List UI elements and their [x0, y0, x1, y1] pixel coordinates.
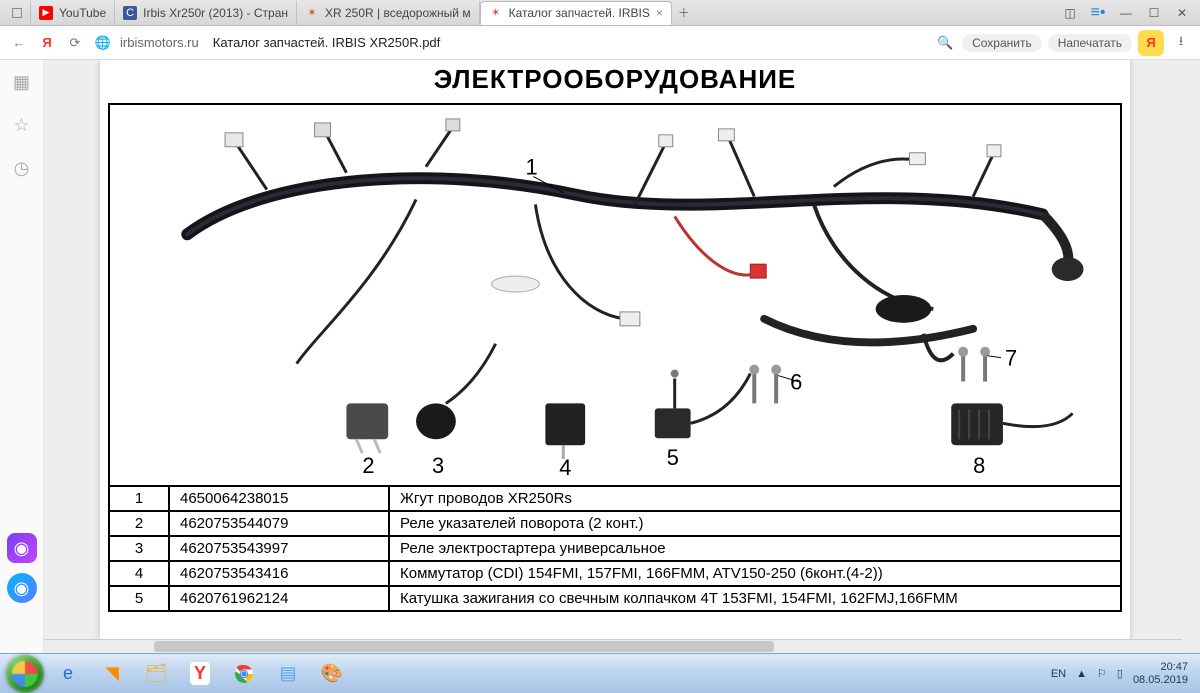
bookmark-icon[interactable]: ☆	[13, 115, 29, 136]
close-window-button[interactable]: ✕	[1168, 3, 1196, 23]
paw-icon: ✶	[489, 6, 503, 20]
clock-date: 08.05.2019	[1133, 674, 1188, 687]
site-icon: C	[123, 6, 137, 20]
browser-nav-bar: ← Я ⟳ 🌐 irbismotors.ru Каталог запчастей…	[0, 26, 1200, 60]
save-button[interactable]: Сохранить	[962, 34, 1042, 52]
table-row: 14650064238015Жгут проводов XR250Rs	[109, 486, 1121, 511]
part-code: 4620761962124	[169, 586, 389, 611]
close-icon[interactable]: ×	[656, 6, 663, 20]
explorer-icon[interactable]: 🗂	[136, 658, 176, 690]
paint-icon[interactable]: 🎨	[312, 658, 352, 690]
part-description: Реле электростартера универсальное	[389, 536, 1121, 561]
windows-taskbar: e ◥ 🗂 Y ▤ 🎨 EN ▲ ⚐ ▯ 20:47 08.05.2019	[0, 653, 1200, 693]
page-title: ЭЛЕКТРООБОРУДОВАНИЕ	[100, 60, 1130, 101]
table-row: 54620761962124Катушка зажигания со свечн…	[109, 586, 1121, 611]
svg-text:3: 3	[432, 453, 444, 478]
maximize-button[interactable]: ☐	[1140, 3, 1168, 23]
parts-table: 14650064238015Жгут проводов XR250Rs24620…	[108, 485, 1122, 612]
print-button[interactable]: Напечатать	[1048, 34, 1132, 52]
parts-diagram: 1 2 3 4 5 6 7 8	[108, 103, 1122, 485]
tab-xr250r[interactable]: ✶ XR 250R | вседорожный м	[297, 1, 480, 25]
back-button[interactable]: ←	[8, 32, 30, 54]
svg-text:4: 4	[559, 455, 571, 480]
part-number: 5	[109, 586, 169, 611]
address-path: Каталог запчастей. IRBIS XR250R.pdf	[213, 35, 441, 50]
voice-assistant-icon[interactable]: ◉	[7, 573, 37, 603]
new-tab-button[interactable]: ＋	[672, 4, 696, 21]
part-code: 4650064238015	[169, 486, 389, 511]
tab-youtube[interactable]: ▶ YouTube	[31, 1, 115, 25]
svg-text:5: 5	[667, 445, 679, 470]
tab-blank[interactable]	[4, 1, 31, 25]
tab-label: Irbis Xr250r (2013) - Стран	[143, 6, 288, 20]
site-info-icon[interactable]: 🌐	[92, 32, 114, 54]
tray-action-center-icon[interactable]: ⚐	[1097, 667, 1107, 680]
start-button[interactable]	[6, 655, 44, 693]
part-code: 4620753543416	[169, 561, 389, 586]
yandex-badge-icon[interactable]: Я	[1138, 30, 1164, 56]
yandex-home-button[interactable]: Я	[36, 32, 58, 54]
pdf-page: ЭЛЕКТРООБОРУДОВАНИЕ	[100, 60, 1130, 641]
part-number: 3	[109, 536, 169, 561]
side-rail: ▦ ☆ ◷ ◉ ◉	[0, 60, 44, 653]
minimize-button[interactable]: —	[1112, 3, 1140, 23]
part-number: 1	[109, 486, 169, 511]
clock-time: 20:47	[1133, 661, 1188, 674]
pdf-viewport[interactable]: ЭЛЕКТРООБОРУДОВАНИЕ	[44, 60, 1200, 653]
svg-text:6: 6	[790, 370, 802, 395]
part-number: 4	[109, 561, 169, 586]
part-description: Катушка зажигания со свечным колпачком 4…	[389, 586, 1121, 611]
notification-icon[interactable]: ≡•	[1084, 3, 1112, 23]
part-description: Жгут проводов XR250Rs	[389, 486, 1121, 511]
table-row: 34620753543997Реле электростартера униве…	[109, 536, 1121, 561]
tab-label: Каталог запчастей. IRBIS	[509, 6, 650, 20]
history-icon[interactable]: ◷	[14, 158, 30, 179]
horizontal-scrollbar[interactable]	[44, 639, 1182, 653]
part-code: 4620753544079	[169, 511, 389, 536]
table-row: 24620753544079Реле указателей поворота (…	[109, 511, 1121, 536]
search-icon[interactable]: 🔍	[934, 32, 956, 54]
tab-irbis-forum[interactable]: C Irbis Xr250r (2013) - Стран	[115, 1, 297, 25]
address-domain[interactable]: irbismotors.ru	[120, 35, 199, 50]
square-icon	[12, 8, 22, 18]
part-description: Реле указателей поворота (2 конт.)	[389, 511, 1121, 536]
svg-text:8: 8	[973, 453, 985, 478]
part-code: 4620753543997	[169, 536, 389, 561]
reload-button[interactable]: ⟳	[64, 32, 86, 54]
tab-label: YouTube	[59, 6, 106, 20]
tab-label: XR 250R | вседорожный м	[325, 6, 471, 20]
chrome-icon[interactable]	[224, 658, 264, 690]
yandex-browser-icon[interactable]: Y	[180, 658, 220, 690]
tray-flag-icon[interactable]: ▲	[1076, 668, 1087, 680]
tableau-icon[interactable]: ▦	[13, 72, 30, 93]
browser-tab-bar: ▶ YouTube C Irbis Xr250r (2013) - Стран …	[0, 0, 1200, 26]
part-description: Коммутатор (CDI) 154FMI, 157FMI, 166FMM,…	[389, 561, 1121, 586]
panel-icon[interactable]: ◫	[1056, 3, 1084, 23]
alice-icon[interactable]: ◉	[7, 533, 37, 563]
download-button[interactable]: ⭳	[1170, 32, 1192, 54]
part-number: 2	[109, 511, 169, 536]
youtube-icon: ▶	[39, 6, 53, 20]
notepad-icon[interactable]: ▤	[268, 658, 308, 690]
language-indicator[interactable]: EN	[1051, 668, 1066, 680]
scrollbar-thumb[interactable]	[154, 641, 774, 652]
taskbar-clock[interactable]: 20:47 08.05.2019	[1133, 661, 1194, 686]
svg-text:2: 2	[362, 453, 374, 478]
system-tray: EN ▲ ⚐ ▯ 20:47 08.05.2019	[1051, 661, 1194, 686]
svg-text:1: 1	[525, 155, 537, 180]
tray-battery-icon[interactable]: ▯	[1117, 667, 1123, 680]
tab-catalog-active[interactable]: ✶ Каталог запчастей. IRBIS ×	[480, 1, 672, 25]
paw-icon: ✶	[305, 6, 319, 20]
wiring-diagram-svg: 1 2 3 4 5 6 7 8	[110, 105, 1120, 485]
ie-icon[interactable]: e	[48, 658, 88, 690]
table-row: 44620753543416Коммутатор (CDI) 154FMI, 1…	[109, 561, 1121, 586]
svg-text:7: 7	[1005, 346, 1017, 371]
wmp-icon[interactable]: ◥	[92, 658, 132, 690]
